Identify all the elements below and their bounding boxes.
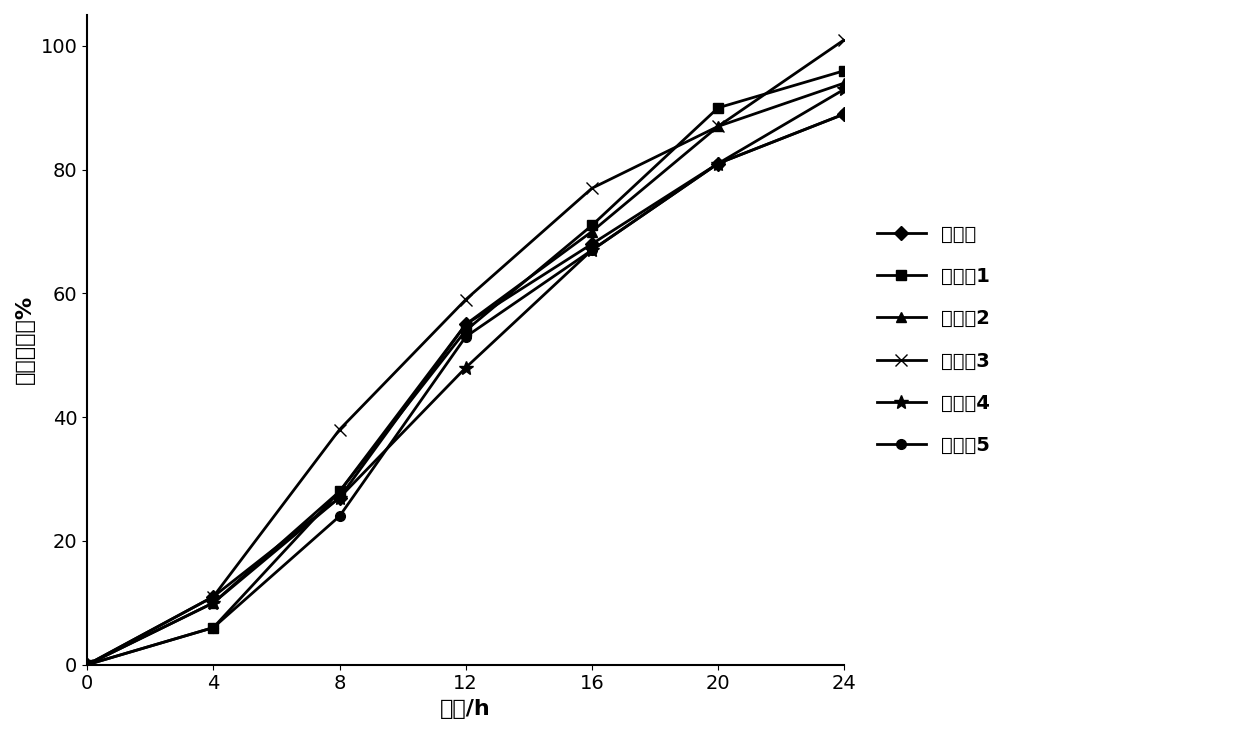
Line: 拜新同: 拜新同 bbox=[82, 109, 849, 669]
X-axis label: 时间/h: 时间/h bbox=[440, 699, 491, 719]
实施例4 bbox=[332, 493, 347, 502]
实施例5 bbox=[206, 623, 221, 632]
实施例2 bbox=[711, 122, 725, 131]
实施例1 bbox=[584, 221, 599, 230]
实施例2 bbox=[459, 320, 474, 329]
实施例4 bbox=[459, 363, 474, 372]
拜新同 bbox=[206, 592, 221, 601]
拜新同 bbox=[711, 159, 725, 168]
实施例2 bbox=[206, 598, 221, 607]
Line: 实施例5: 实施例5 bbox=[82, 109, 849, 669]
实施例3 bbox=[711, 122, 725, 131]
实施例5 bbox=[584, 246, 599, 255]
实施例1 bbox=[206, 623, 221, 632]
实施例5 bbox=[837, 109, 852, 118]
实施例4 bbox=[79, 661, 94, 669]
拜新同 bbox=[332, 493, 347, 502]
实施例1 bbox=[459, 326, 474, 335]
实施例3 bbox=[459, 295, 474, 304]
Line: 实施例3: 实施例3 bbox=[81, 34, 851, 671]
实施例4 bbox=[206, 598, 221, 607]
实施例1 bbox=[332, 487, 347, 496]
Line: 实施例2: 实施例2 bbox=[82, 79, 849, 669]
实施例1 bbox=[79, 661, 94, 669]
Legend: 拜新同, 实施例1, 实施例2, 实施例3, 实施例4, 实施例5: 拜新同, 实施例1, 实施例2, 实施例3, 实施例4, 实施例5 bbox=[869, 217, 998, 463]
实施例1 bbox=[711, 103, 725, 112]
实施例3 bbox=[584, 184, 599, 192]
实施例2 bbox=[584, 227, 599, 236]
实施例2 bbox=[79, 661, 94, 669]
实施例2 bbox=[332, 487, 347, 496]
实施例3 bbox=[332, 425, 347, 434]
实施例4 bbox=[711, 159, 725, 168]
实施例5 bbox=[711, 159, 725, 168]
实施例5 bbox=[459, 333, 474, 341]
Line: 实施例4: 实施例4 bbox=[81, 82, 851, 672]
拜新同 bbox=[79, 661, 94, 669]
实施例5 bbox=[79, 661, 94, 669]
实施例1 bbox=[837, 66, 852, 75]
实施例4 bbox=[584, 246, 599, 255]
实施例3 bbox=[206, 592, 221, 601]
拜新同 bbox=[584, 239, 599, 248]
拜新同 bbox=[459, 320, 474, 329]
实施例2 bbox=[837, 79, 852, 87]
拜新同 bbox=[837, 109, 852, 118]
Y-axis label: 累积释放度%: 累积释放度% bbox=[15, 295, 35, 385]
Line: 实施例1: 实施例1 bbox=[82, 66, 849, 669]
实施例3 bbox=[79, 661, 94, 669]
实施例5 bbox=[332, 512, 347, 520]
实施例3 bbox=[837, 35, 852, 44]
实施例4 bbox=[837, 85, 852, 94]
